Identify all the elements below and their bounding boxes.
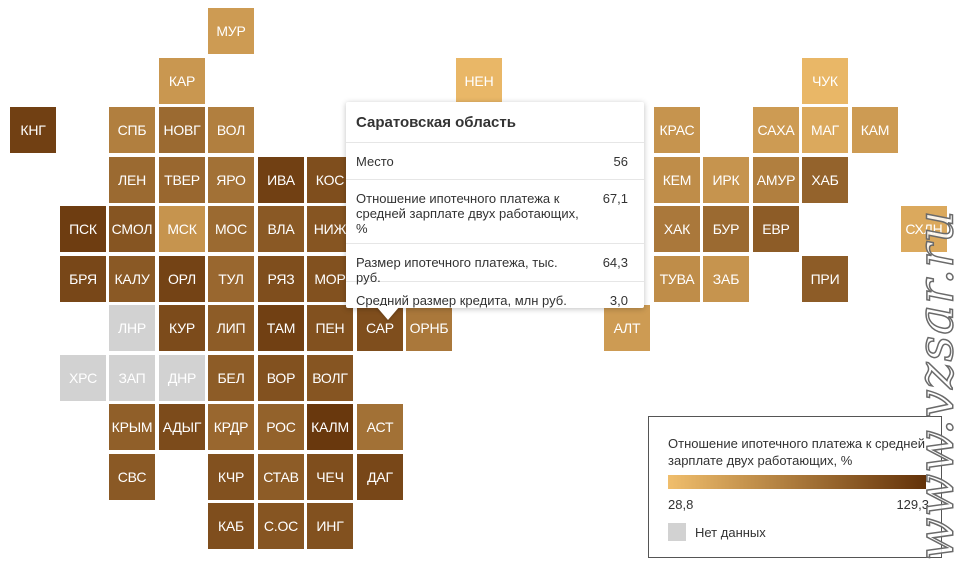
region-tile-43[interactable]: ТАМ <box>258 305 304 351</box>
region-tile-11[interactable]: КАМ <box>852 107 898 153</box>
region-tile-55[interactable]: АДЫГ <box>159 404 205 450</box>
region-tile-41[interactable]: КУР <box>159 305 205 351</box>
region-tile-7[interactable]: ВОЛ <box>208 107 254 153</box>
region-tile-50[interactable]: ДНР <box>159 355 205 401</box>
region-tile-61[interactable]: КЧР <box>208 454 254 500</box>
region-tile-53[interactable]: ВОЛГ <box>307 355 353 401</box>
tooltip-row-payment: Размер ипотечного платежа, тыс. руб. 64,… <box>346 244 644 285</box>
region-tile-36[interactable]: МОР <box>307 256 353 302</box>
tooltip-label: Средний размер кредита, млн руб. <box>356 293 567 308</box>
region-tile-8[interactable]: КРАС <box>654 107 700 153</box>
region-tile-23[interactable]: МСК <box>159 206 205 252</box>
legend-min-label: 28,8 <box>668 497 694 512</box>
region-tile-40[interactable]: ЛНР <box>109 305 155 351</box>
region-tile-19[interactable]: АМУР <box>753 157 799 203</box>
region-tile-30[interactable]: СХЛН <box>901 206 947 252</box>
region-tile-37[interactable]: ТУВА <box>654 256 700 302</box>
region-tile-28[interactable]: БУР <box>703 206 749 252</box>
tooltip-label: Размер ипотечного платежа, тыс. руб. <box>356 255 558 285</box>
region-tile-48[interactable]: ХРС <box>60 355 106 401</box>
region-tile-21[interactable]: ПСК <box>60 206 106 252</box>
region-tile-35[interactable]: РЯЗ <box>258 256 304 302</box>
legend-max-label: 129,3 <box>896 497 929 512</box>
region-tile-9[interactable]: САХА <box>753 107 799 153</box>
region-tile-47[interactable]: АЛТ <box>604 305 650 351</box>
region-tooltip: Саратовская область Место 56 Отношение и… <box>346 102 644 308</box>
legend-nodata-label: Нет данных <box>695 525 766 540</box>
region-tile-38[interactable]: ЗАБ <box>703 256 749 302</box>
region-tile-16[interactable]: КОС <box>307 157 353 203</box>
tooltip-row-ratio: Отношение ипотечного платежа к средней з… <box>346 180 644 244</box>
region-tile-10[interactable]: МАГ <box>802 107 848 153</box>
region-tile-26[interactable]: НИЖ <box>307 206 353 252</box>
region-tile-2[interactable]: НЕН <box>456 58 502 104</box>
region-tile-5[interactable]: СПБ <box>109 107 155 153</box>
legend-title: Отношение ипотечного платежа к средней з… <box>668 436 925 468</box>
region-tile-25[interactable]: ВЛА <box>258 206 304 252</box>
region-tile-66[interactable]: С.ОС <box>258 503 304 549</box>
region-tile-54[interactable]: КРЫМ <box>109 404 155 450</box>
region-tile-46[interactable]: ОРНБ <box>406 305 452 351</box>
region-tile-51[interactable]: БЕЛ <box>208 355 254 401</box>
region-tile-17[interactable]: КЕМ <box>654 157 700 203</box>
region-tile-31[interactable]: БРЯ <box>60 256 106 302</box>
region-tile-57[interactable]: РОС <box>258 404 304 450</box>
region-tile-0[interactable]: МУР <box>208 8 254 54</box>
region-tile-3[interactable]: ЧУК <box>802 58 848 104</box>
tooltip-value: 64,3 <box>602 255 628 270</box>
tooltip-value: 56 <box>613 154 628 169</box>
region-tile-39[interactable]: ПРИ <box>802 256 848 302</box>
region-tile-24[interactable]: МОС <box>208 206 254 252</box>
region-tile-18[interactable]: ИРК <box>703 157 749 203</box>
tooltip-row-rank: Место 56 <box>346 143 644 180</box>
tooltip-title: Саратовская область <box>346 102 644 143</box>
legend-nodata-swatch <box>668 523 686 541</box>
region-tile-12[interactable]: ЛЕН <box>109 157 155 203</box>
region-tile-58[interactable]: КАЛМ <box>307 404 353 450</box>
region-tile-22[interactable]: СМОЛ <box>109 206 155 252</box>
region-tile-63[interactable]: ЧЕЧ <box>307 454 353 500</box>
color-legend: Отношение ипотечного платежа к средней з… <box>648 416 942 558</box>
region-tile-60[interactable]: СВС <box>109 454 155 500</box>
tooltip-value: 3,0 <box>609 293 628 308</box>
region-tile-15[interactable]: ИВА <box>258 157 304 203</box>
region-tile-52[interactable]: ВОР <box>258 355 304 401</box>
tooltip-row-credit: Средний размер кредита, млн руб. 3,0 <box>346 282 644 312</box>
region-tile-33[interactable]: ОРЛ <box>159 256 205 302</box>
legend-gradient-bar <box>668 475 926 489</box>
region-tile-49[interactable]: ЗАП <box>109 355 155 401</box>
region-tile-27[interactable]: ХАК <box>654 206 700 252</box>
region-tile-56[interactable]: КРДР <box>208 404 254 450</box>
region-tile-20[interactable]: ХАБ <box>802 157 848 203</box>
region-tile-62[interactable]: СТАВ <box>258 454 304 500</box>
tooltip-value: 67,1 <box>602 191 628 206</box>
region-tile-44[interactable]: ПЕН <box>307 305 353 351</box>
region-tile-29[interactable]: ЕВР <box>753 206 799 252</box>
region-tile-6[interactable]: НОВГ <box>159 107 205 153</box>
tooltip-label: Отношение ипотечного платежа к средней з… <box>356 191 579 236</box>
region-tile-42[interactable]: ЛИП <box>208 305 254 351</box>
tooltip-pointer <box>376 306 400 320</box>
region-tile-59[interactable]: АСТ <box>357 404 403 450</box>
region-tile-34[interactable]: ТУЛ <box>208 256 254 302</box>
region-tile-1[interactable]: КАР <box>159 58 205 104</box>
region-tile-32[interactable]: КАЛУ <box>109 256 155 302</box>
region-tile-4[interactable]: КНГ <box>10 107 56 153</box>
region-tile-14[interactable]: ЯРО <box>208 157 254 203</box>
region-tile-64[interactable]: ДАГ <box>357 454 403 500</box>
tooltip-label: Место <box>356 154 394 169</box>
region-tile-65[interactable]: КАБ <box>208 503 254 549</box>
region-tile-67[interactable]: ИНГ <box>307 503 353 549</box>
region-tile-13[interactable]: ТВЕР <box>159 157 205 203</box>
